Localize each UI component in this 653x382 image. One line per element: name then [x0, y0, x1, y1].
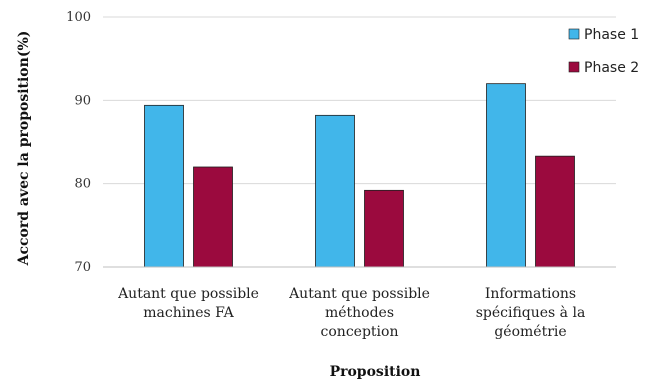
- x-category-line: machines FA: [143, 305, 234, 321]
- bars: [144, 83, 575, 268]
- x-category-label: Informations spécifiques à la géométrie: [476, 286, 586, 340]
- bar-1-1: [144, 104, 184, 268]
- y-axis-title: Accord avec la proposition(%): [16, 31, 32, 267]
- y-tick-label: 80: [74, 177, 91, 192]
- x-category-line: Autant que possible: [288, 286, 430, 302]
- y-tick-label: 100: [66, 10, 91, 25]
- bar-2-3: [535, 155, 575, 268]
- bar-2-2: [364, 189, 404, 268]
- legend: Phase 1 Phase 2: [568, 27, 639, 76]
- legend-swatch: [568, 61, 580, 73]
- bar-1-2: [315, 114, 355, 268]
- bar-2-1: [193, 166, 233, 268]
- bar-1-3: [486, 83, 526, 268]
- x-category-line: conception: [321, 324, 399, 340]
- legend-swatch: [568, 28, 580, 40]
- x-category-line: méthodes: [325, 305, 394, 321]
- legend-label: Phase 1: [584, 27, 639, 43]
- y-tick-label: 90: [74, 93, 91, 108]
- legend-label: Phase 2: [584, 60, 639, 76]
- gridlines: [103, 16, 616, 185]
- x-category-line: spécifiques à la: [476, 304, 586, 321]
- x-axis-title: Proposition: [330, 364, 421, 380]
- y-tick-label: 70: [74, 260, 91, 275]
- y-axis-ticks: 70 80 90 100: [66, 10, 91, 275]
- x-category-label: Autant que possible machines FA: [117, 286, 259, 321]
- x-category-label: Autant que possible méthodes conception: [288, 286, 430, 340]
- x-category-line: Autant que possible: [117, 286, 259, 302]
- x-category-line: Informations: [485, 286, 576, 302]
- x-category-line: géométrie: [494, 324, 566, 340]
